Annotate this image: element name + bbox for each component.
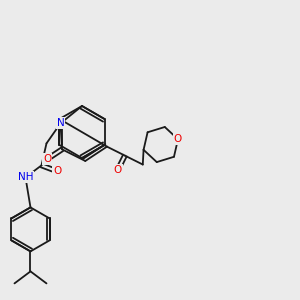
Text: N: N [57,118,64,128]
Text: O: O [117,169,118,170]
Text: O: O [174,134,182,144]
Text: NH: NH [18,172,33,182]
Text: O: O [53,167,62,176]
Text: O: O [114,165,122,175]
Text: O: O [43,154,51,164]
